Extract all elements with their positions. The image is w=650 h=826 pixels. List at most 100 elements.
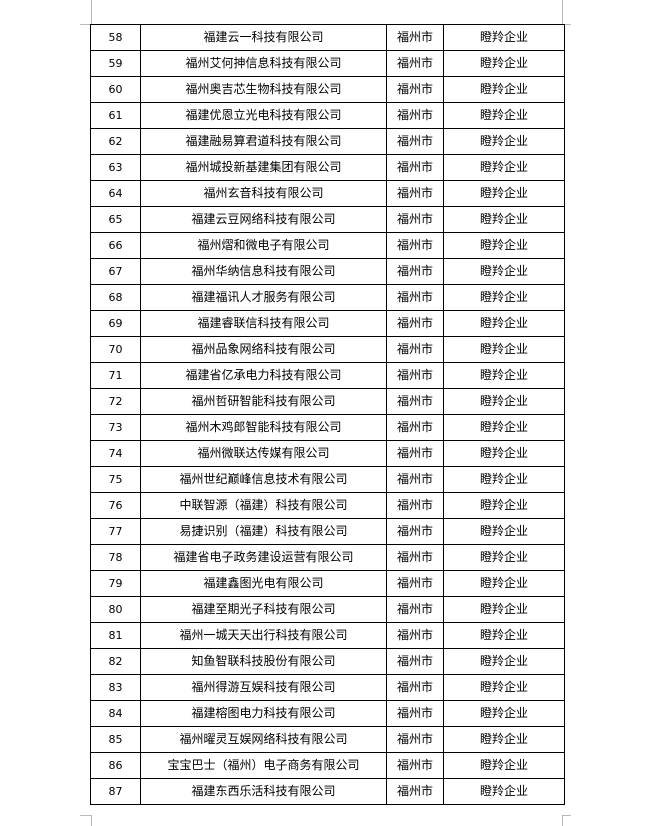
enterprise-type: 瞪羚企业 <box>443 102 565 129</box>
row-number: 67 <box>90 258 141 285</box>
page-corner-mark <box>562 815 571 816</box>
city-cell: 福州市 <box>386 76 444 103</box>
enterprise-type: 瞪羚企业 <box>443 726 565 753</box>
company-name: 福建至期光子科技有限公司 <box>140 596 387 623</box>
city-cell: 福州市 <box>386 648 444 675</box>
enterprise-type: 瞪羚企业 <box>443 154 565 181</box>
city-cell: 福州市 <box>386 258 444 285</box>
table-row: 79 福建鑫图光电有限公司 福州市 瞪羚企业 <box>90 570 565 597</box>
enterprise-type: 瞪羚企业 <box>443 336 565 363</box>
enterprise-type: 瞪羚企业 <box>443 284 565 311</box>
company-name: 福州世纪巅峰信息技术有限公司 <box>140 466 387 493</box>
enterprise-type: 瞪羚企业 <box>443 50 565 77</box>
row-number: 73 <box>90 414 141 441</box>
table-row: 69 福建睿联信科技有限公司 福州市 瞪羚企业 <box>90 310 565 337</box>
table-row: 67 福州华纳信息科技有限公司 福州市 瞪羚企业 <box>90 258 565 285</box>
city-cell: 福州市 <box>386 622 444 649</box>
enterprise-type: 瞪羚企业 <box>443 206 565 233</box>
enterprise-type: 瞪羚企业 <box>443 232 565 259</box>
row-number: 70 <box>90 336 141 363</box>
table-row: 65 福建云豆网络科技有限公司 福州市 瞪羚企业 <box>90 206 565 233</box>
table-row: 71 福建省亿承电力科技有限公司 福州市 瞪羚企业 <box>90 362 565 389</box>
table-row: 59 福州艾何抻信息科技有限公司 福州市 瞪羚企业 <box>90 50 565 77</box>
table-row: 76 中联智源（福建）科技有限公司 福州市 瞪羚企业 <box>90 492 565 519</box>
enterprise-type: 瞪羚企业 <box>443 414 565 441</box>
company-name: 福建云豆网络科技有限公司 <box>140 206 387 233</box>
table-row: 84 福建榕图电力科技有限公司 福州市 瞪羚企业 <box>90 700 565 727</box>
company-name: 福建云一科技有限公司 <box>140 24 387 51</box>
row-number: 63 <box>90 154 141 181</box>
enterprise-type: 瞪羚企业 <box>443 24 565 51</box>
city-cell: 福州市 <box>386 232 444 259</box>
table-row: 74 福州微联达传媒有限公司 福州市 瞪羚企业 <box>90 440 565 467</box>
enterprise-type: 瞪羚企业 <box>443 596 565 623</box>
city-cell: 福州市 <box>386 336 444 363</box>
page-corner-mark <box>91 0 92 24</box>
table-row: 77 易捷识别（福建）科技有限公司 福州市 瞪羚企业 <box>90 518 565 545</box>
enterprise-table: 58 福建云一科技有限公司 福州市 瞪羚企业 59 福州艾何抻信息科技有限公司 福州市 瞪羚企… <box>90 24 565 805</box>
city-cell: 福州市 <box>386 570 444 597</box>
city-cell: 福州市 <box>386 128 444 155</box>
table-row: 87 福建东西乐活科技有限公司 福州市 瞪羚企业 <box>90 778 565 805</box>
row-number: 84 <box>90 700 141 727</box>
row-number: 83 <box>90 674 141 701</box>
row-number: 85 <box>90 726 141 753</box>
page-corner-mark <box>563 24 571 25</box>
row-number: 76 <box>90 492 141 519</box>
table-row: 80 福建至期光子科技有限公司 福州市 瞪羚企业 <box>90 596 565 623</box>
enterprise-type: 瞪羚企业 <box>443 570 565 597</box>
company-name: 易捷识别（福建）科技有限公司 <box>140 518 387 545</box>
company-name: 宝宝巴士（福州）电子商务有限公司 <box>140 752 387 779</box>
city-cell: 福州市 <box>386 726 444 753</box>
enterprise-type: 瞪羚企业 <box>443 362 565 389</box>
enterprise-type: 瞪羚企业 <box>443 648 565 675</box>
city-cell: 福州市 <box>386 102 444 129</box>
company-name: 福建鑫图光电有限公司 <box>140 570 387 597</box>
company-name: 福建榕图电力科技有限公司 <box>140 700 387 727</box>
enterprise-type: 瞪羚企业 <box>443 128 565 155</box>
company-name: 福州木鸡郎智能科技有限公司 <box>140 414 387 441</box>
row-number: 75 <box>90 466 141 493</box>
enterprise-type: 瞪羚企业 <box>443 258 565 285</box>
city-cell: 福州市 <box>386 778 444 805</box>
company-name: 福建省电子政务建设运营有限公司 <box>140 544 387 571</box>
enterprise-type: 瞪羚企业 <box>443 310 565 337</box>
row-number: 61 <box>90 102 141 129</box>
enterprise-type: 瞪羚企业 <box>443 440 565 467</box>
company-name: 福州奥吉芯生物科技有限公司 <box>140 76 387 103</box>
row-number: 86 <box>90 752 141 779</box>
enterprise-type: 瞪羚企业 <box>443 778 565 805</box>
enterprise-type: 瞪羚企业 <box>443 492 565 519</box>
company-name: 福州艾何抻信息科技有限公司 <box>140 50 387 77</box>
table-row: 70 福州品象网络科技有限公司 福州市 瞪羚企业 <box>90 336 565 363</box>
enterprise-type: 瞪羚企业 <box>443 752 565 779</box>
row-number: 58 <box>90 24 141 51</box>
city-cell: 福州市 <box>386 154 444 181</box>
company-name: 福州一城天天出行科技有限公司 <box>140 622 387 649</box>
table-row: 58 福建云一科技有限公司 福州市 瞪羚企业 <box>90 24 565 51</box>
row-number: 68 <box>90 284 141 311</box>
row-number: 65 <box>90 206 141 233</box>
company-name: 福州曜灵互娱网络科技有限公司 <box>140 726 387 753</box>
enterprise-type: 瞪羚企业 <box>443 518 565 545</box>
row-number: 71 <box>90 362 141 389</box>
table-row: 64 福州玄音科技有限公司 福州市 瞪羚企业 <box>90 180 565 207</box>
company-name: 福建优恩立光电科技有限公司 <box>140 102 387 129</box>
enterprise-type: 瞪羚企业 <box>443 622 565 649</box>
row-number: 79 <box>90 570 141 597</box>
table-row: 61 福建优恩立光电科技有限公司 福州市 瞪羚企业 <box>90 102 565 129</box>
row-number: 87 <box>90 778 141 805</box>
table-row: 78 福建省电子政务建设运营有限公司 福州市 瞪羚企业 <box>90 544 565 571</box>
row-number: 82 <box>90 648 141 675</box>
row-number: 81 <box>90 622 141 649</box>
row-number: 66 <box>90 232 141 259</box>
table-row: 60 福州奥吉芯生物科技有限公司 福州市 瞪羚企业 <box>90 76 565 103</box>
table-row: 75 福州世纪巅峰信息技术有限公司 福州市 瞪羚企业 <box>90 466 565 493</box>
enterprise-type: 瞪羚企业 <box>443 700 565 727</box>
table-row: 72 福州哲研智能科技有限公司 福州市 瞪羚企业 <box>90 388 565 415</box>
company-name: 福建省亿承电力科技有限公司 <box>140 362 387 389</box>
company-name: 中联智源（福建）科技有限公司 <box>140 492 387 519</box>
company-name: 知鱼智联科技股份有限公司 <box>140 648 387 675</box>
company-name: 福州品象网络科技有限公司 <box>140 336 387 363</box>
company-name: 福州熠和微电子有限公司 <box>140 232 387 259</box>
